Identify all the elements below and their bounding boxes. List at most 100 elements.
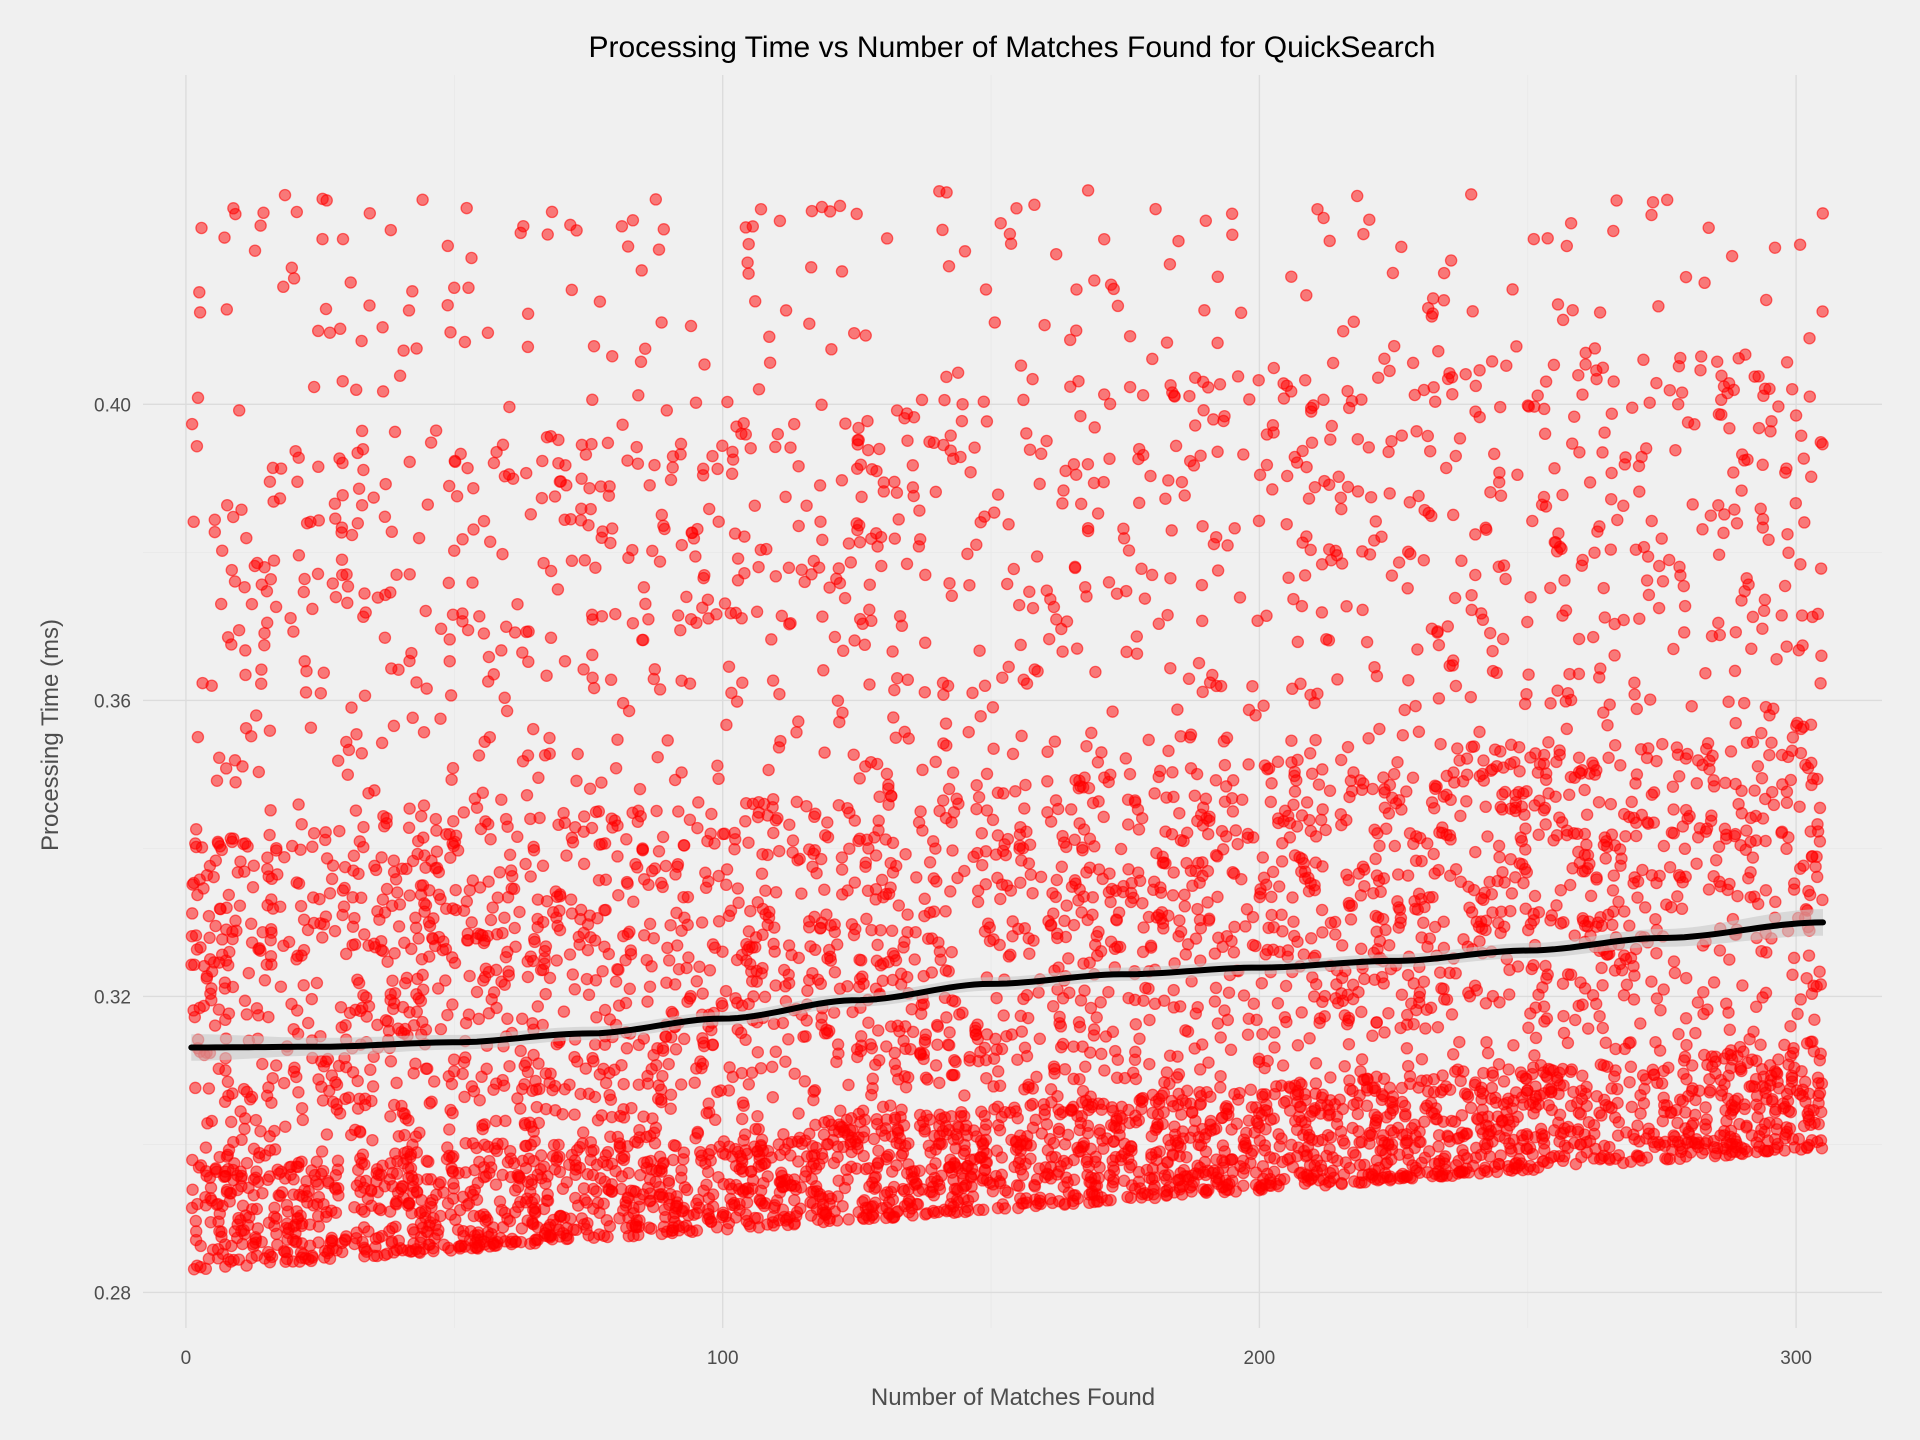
data-point bbox=[481, 817, 495, 831]
data-point bbox=[752, 383, 766, 396]
data-point bbox=[553, 923, 567, 937]
data-point bbox=[405, 646, 418, 660]
data-point bbox=[1540, 972, 1553, 985]
data-point bbox=[754, 1061, 768, 1075]
data-point bbox=[521, 970, 535, 984]
data-point bbox=[916, 763, 929, 777]
data-point bbox=[1656, 737, 1669, 751]
data-point bbox=[950, 792, 963, 806]
data-point bbox=[1598, 611, 1612, 624]
data-point bbox=[1167, 983, 1180, 997]
data-point bbox=[988, 316, 1002, 329]
data-point bbox=[215, 933, 229, 946]
data-point bbox=[1260, 609, 1273, 623]
data-point bbox=[571, 747, 584, 761]
data-point bbox=[359, 606, 372, 619]
data-point bbox=[1409, 902, 1422, 916]
data-point bbox=[1209, 774, 1223, 787]
data-point bbox=[1724, 745, 1738, 758]
data-point bbox=[1816, 893, 1829, 907]
data-point bbox=[1064, 803, 1078, 816]
data-point bbox=[1265, 777, 1278, 790]
data-point bbox=[521, 749, 535, 762]
data-point bbox=[1242, 758, 1255, 771]
data-point bbox=[1645, 514, 1658, 528]
data-point bbox=[482, 1007, 496, 1020]
data-point bbox=[1763, 748, 1776, 762]
data-point bbox=[1218, 1004, 1231, 1017]
data-point bbox=[995, 1151, 1009, 1164]
data-point bbox=[417, 799, 431, 812]
data-point bbox=[1123, 380, 1137, 394]
data-point bbox=[1608, 1070, 1621, 1083]
data-point bbox=[1081, 913, 1094, 927]
data-point bbox=[1534, 1058, 1548, 1072]
data-point bbox=[1780, 842, 1793, 856]
data-point bbox=[1699, 1101, 1712, 1114]
data-point bbox=[1342, 1014, 1355, 1027]
data-point bbox=[1358, 972, 1371, 986]
data-point bbox=[1667, 955, 1681, 968]
data-point bbox=[348, 1200, 361, 1214]
data-point bbox=[1465, 740, 1479, 754]
data-point bbox=[1225, 1153, 1239, 1166]
data-point bbox=[429, 812, 443, 826]
data-point bbox=[1607, 905, 1620, 918]
data-point bbox=[1028, 198, 1041, 212]
data-point bbox=[498, 911, 511, 924]
data-point bbox=[307, 826, 321, 840]
data-point bbox=[1362, 732, 1375, 745]
data-point bbox=[664, 473, 678, 487]
data-point bbox=[1000, 1029, 1013, 1043]
data-point bbox=[505, 1232, 519, 1246]
data-point bbox=[351, 1074, 364, 1088]
data-point bbox=[1370, 669, 1384, 683]
data-point bbox=[205, 679, 218, 692]
data-point bbox=[1226, 805, 1240, 818]
data-point bbox=[358, 587, 371, 600]
data-point bbox=[1702, 883, 1716, 896]
data-point bbox=[775, 609, 789, 623]
data-point bbox=[1562, 788, 1576, 802]
data-point bbox=[1382, 1006, 1395, 1020]
data-point bbox=[834, 1104, 847, 1117]
data-point bbox=[1715, 369, 1728, 383]
data-point bbox=[680, 1183, 694, 1197]
data-point bbox=[1672, 359, 1686, 373]
data-point bbox=[1123, 1116, 1136, 1130]
data-point bbox=[190, 439, 204, 453]
data-point bbox=[1182, 672, 1196, 686]
data-point bbox=[1567, 410, 1581, 423]
data-point bbox=[914, 805, 927, 818]
data-point bbox=[277, 939, 290, 953]
data-point bbox=[595, 776, 608, 789]
data-point bbox=[769, 570, 783, 583]
data-point bbox=[1717, 526, 1730, 540]
data-point bbox=[1437, 982, 1450, 996]
data-point bbox=[611, 962, 624, 976]
data-point bbox=[1267, 1112, 1281, 1125]
data-point bbox=[1560, 828, 1574, 842]
data-point bbox=[402, 821, 416, 835]
data-point bbox=[847, 748, 860, 761]
data-point bbox=[1363, 1126, 1377, 1140]
data-point bbox=[647, 931, 661, 945]
data-point bbox=[1296, 444, 1309, 458]
data-point bbox=[1619, 451, 1632, 464]
data-point bbox=[491, 891, 505, 904]
data-point bbox=[933, 1076, 946, 1090]
data-point bbox=[1409, 854, 1423, 868]
data-point bbox=[1344, 774, 1358, 788]
data-point bbox=[1228, 920, 1241, 934]
data-point bbox=[609, 607, 622, 621]
data-point bbox=[561, 1232, 575, 1245]
data-point bbox=[1735, 484, 1748, 497]
data-point bbox=[1113, 940, 1127, 954]
data-point bbox=[641, 995, 654, 1008]
data-point bbox=[1144, 469, 1157, 483]
data-point bbox=[1691, 996, 1705, 1009]
data-point bbox=[852, 519, 866, 532]
data-point bbox=[1803, 390, 1817, 403]
data-point bbox=[1346, 978, 1360, 992]
